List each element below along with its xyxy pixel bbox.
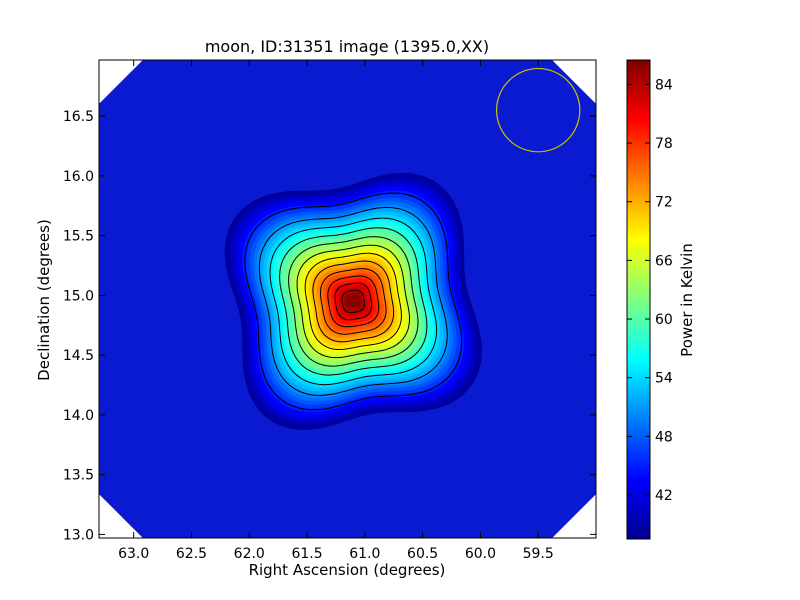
colorbar-ticks: 42 48 54 60 66 72 78 84 (627, 77, 673, 504)
x-axis-label: Right Ascension (degrees) (249, 561, 446, 579)
colorbar-label: Power in Kelvin (678, 243, 696, 357)
x-tick-label: 60.0 (465, 546, 496, 562)
x-tick-label: 60.5 (407, 546, 438, 562)
y-axis: 13.0 13.5 14.0 14.5 15.0 15.5 16.0 16.5 (63, 109, 596, 543)
y-tick-label: 16.5 (63, 109, 94, 125)
contour-line (296, 244, 410, 359)
contour-line (279, 227, 428, 376)
y-axis-label: Declination (degrees) (35, 219, 53, 381)
colorbar-tick-label: 60 (655, 312, 673, 328)
y-tick-label: 14.5 (63, 348, 94, 364)
colorbar-tick-label: 72 (655, 195, 673, 211)
plot-frame (98, 59, 597, 539)
contour-line (269, 217, 438, 386)
y-tick-label: 13.0 (63, 527, 94, 543)
contour-line (288, 236, 419, 367)
contour-lines (244, 192, 463, 411)
y-tick-label: 15.0 (63, 288, 94, 304)
masked-corner (99, 60, 143, 104)
colorbar-tick-label: 84 (655, 77, 673, 93)
contour-line (341, 289, 365, 314)
x-tick-label: 61.0 (349, 546, 380, 562)
x-tick-label: 61.5 (291, 546, 322, 562)
x-tick-label: 62.0 (234, 546, 265, 562)
chart-title: moon, ID:31351 image (1395.0,XX) (205, 37, 489, 56)
contour-line (304, 252, 402, 350)
y-tick-label: 13.5 (63, 468, 94, 484)
colorbar-tick-label: 42 (655, 488, 673, 504)
colorbar-tick-label: 48 (655, 429, 673, 445)
masked-corners (99, 60, 596, 538)
colorbar-tick-label: 54 (655, 371, 673, 387)
y-tick-label: 16.0 (63, 169, 94, 185)
contour-line (334, 282, 373, 321)
y-tick-label: 14.0 (63, 408, 94, 424)
x-axis: 63.0 62.5 62.0 61.5 61.0 60.5 60.0 59.5 (118, 60, 554, 562)
contour-line (258, 206, 448, 396)
beam-circle (495, 67, 581, 153)
colorbar-tick-label: 66 (655, 253, 673, 269)
colorbar: 42 48 54 60 66 72 78 84 Power in Kelvin (626, 59, 696, 540)
heatmap-level (346, 294, 361, 309)
contour-line (320, 268, 387, 335)
masked-corner (552, 494, 596, 538)
x-tick-label: 62.5 (176, 546, 207, 562)
plot-area (98, 59, 597, 539)
x-tick-label: 59.5 (523, 546, 554, 562)
heatmap-layers (224, 172, 482, 430)
contour-line (327, 275, 380, 328)
contour-line (244, 192, 463, 411)
x-tick-label: 63.0 (118, 546, 149, 562)
y-tick-label: 15.5 (63, 229, 94, 245)
masked-corner (552, 60, 596, 104)
masked-corner (99, 494, 143, 538)
colorbar-gradient (626, 59, 651, 540)
contour-line (312, 260, 395, 343)
colorbar-tick-label: 78 (655, 136, 673, 152)
